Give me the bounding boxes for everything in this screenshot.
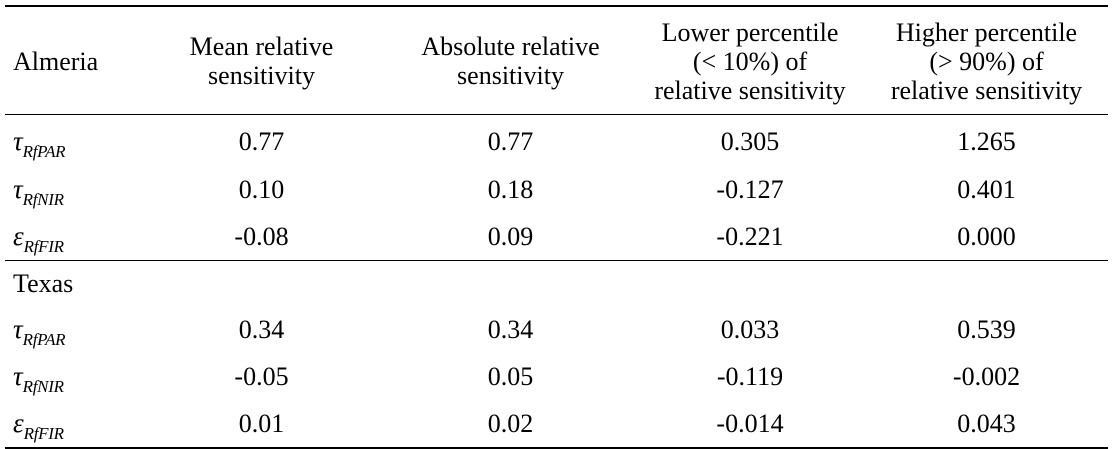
parameter-subscript: RfPAR	[22, 142, 66, 161]
mean-relative-value: 0.34	[238, 314, 285, 344]
table-row: τRfPAR 0.34 0.34 0.033 0.539	[5, 306, 1108, 353]
site-header: Almeria	[5, 6, 137, 115]
lower-percentile-value: -0.221	[716, 221, 784, 251]
mean-relative-value: 0.10	[238, 174, 285, 204]
header-line: (< 10%) of	[692, 46, 808, 76]
higher-percentile-value: 0.539	[957, 314, 1016, 344]
header-line: Mean relative	[189, 32, 334, 61]
header-line: Absolute relative	[421, 32, 600, 61]
parameter-cell: τRfPAR	[5, 306, 137, 353]
higher-percentile-value: 0.000	[957, 221, 1016, 251]
parameter-cell: εRfFIR	[5, 400, 137, 448]
parameter-subscript: RfFIR	[23, 237, 64, 256]
mean-relative-value: -0.05	[234, 361, 289, 391]
lower-percentile-value: -0.119	[716, 361, 784, 391]
absolute-relative-value: 0.34	[487, 314, 534, 344]
lower-percentile-value: -0.014	[716, 408, 784, 438]
higher-percentile-header: Higher percentile (> 90%) of relative se…	[865, 6, 1108, 115]
lower-percentile-header: Lower percentile (< 10%) of relative sen…	[635, 6, 865, 115]
parameter-subscript: RfNIR	[22, 190, 64, 209]
table-row: τRfNIR 0.10 0.18 -0.127 0.401	[5, 166, 1108, 213]
absolute-relative-sensitivity-header: Absolute relative sensitivity	[386, 6, 635, 115]
header-line: Lower percentile	[661, 17, 839, 47]
absolute-relative-value: 0.09	[487, 221, 534, 251]
header-line: sensitivity	[208, 61, 315, 90]
parameter-cell: εRfFIR	[5, 213, 137, 261]
higher-percentile-value: 0.401	[957, 174, 1016, 204]
table-row: εRfFIR -0.08 0.09 -0.221 0.000	[5, 213, 1108, 261]
parameter-subscript: RfFIR	[23, 424, 64, 443]
header-row: Almeria Mean relative sensitivity Absolu…	[5, 6, 1108, 115]
lower-percentile-value: 0.033	[720, 314, 780, 344]
absolute-relative-value: 0.18	[487, 174, 534, 204]
parameter-cell: τRfNIR	[5, 353, 137, 400]
header-line: relative sensitivity	[654, 75, 846, 105]
parameter-symbol: τ	[13, 361, 23, 391]
mean-relative-value: -0.08	[234, 221, 289, 251]
absolute-relative-value: 0.05	[487, 361, 534, 391]
site-header-label: Almeria	[13, 46, 99, 76]
table-row: εRfFIR 0.01 0.02 -0.014 0.043	[5, 400, 1108, 448]
parameter-symbol: ε	[13, 408, 24, 438]
absolute-relative-value: 0.77	[487, 126, 534, 156]
header-line: relative sensitivity	[890, 75, 1083, 105]
lower-percentile-value: -0.127	[716, 174, 784, 204]
group-header-row: Texas	[5, 260, 1108, 307]
header-line: Higher percentile	[895, 17, 1078, 47]
parameter-symbol: τ	[13, 314, 23, 344]
parameter-subscript: RfNIR	[22, 377, 64, 396]
header-line: sensitivity	[457, 61, 564, 90]
higher-percentile-value: -0.002	[952, 361, 1021, 391]
mean-relative-value: 0.01	[238, 408, 285, 438]
parameter-subscript: RfPAR	[22, 330, 66, 349]
parameter-symbol: τ	[13, 126, 23, 156]
lower-percentile-value: 0.305	[720, 126, 780, 156]
header-line: (> 90%) of	[929, 46, 1044, 76]
higher-percentile-value: 1.265	[957, 126, 1016, 156]
absolute-relative-value: 0.02	[487, 408, 534, 438]
parameter-symbol: τ	[13, 174, 23, 204]
mean-relative-sensitivity-header: Mean relative sensitivity	[137, 6, 386, 115]
parameter-cell: τRfPAR	[5, 115, 137, 167]
mean-relative-value: 0.77	[238, 126, 285, 156]
parameter-cell: τRfNIR	[5, 166, 137, 213]
higher-percentile-value: 0.043	[957, 408, 1016, 438]
group-label-texas: Texas	[13, 268, 74, 298]
sensitivity-table: Almeria Mean relative sensitivity Absolu…	[5, 5, 1108, 449]
table-row: τRfPAR 0.77 0.77 0.305 1.265	[5, 115, 1108, 167]
table-row: τRfNIR -0.05 0.05 -0.119 -0.002	[5, 353, 1108, 400]
parameter-symbol: ε	[13, 221, 24, 251]
